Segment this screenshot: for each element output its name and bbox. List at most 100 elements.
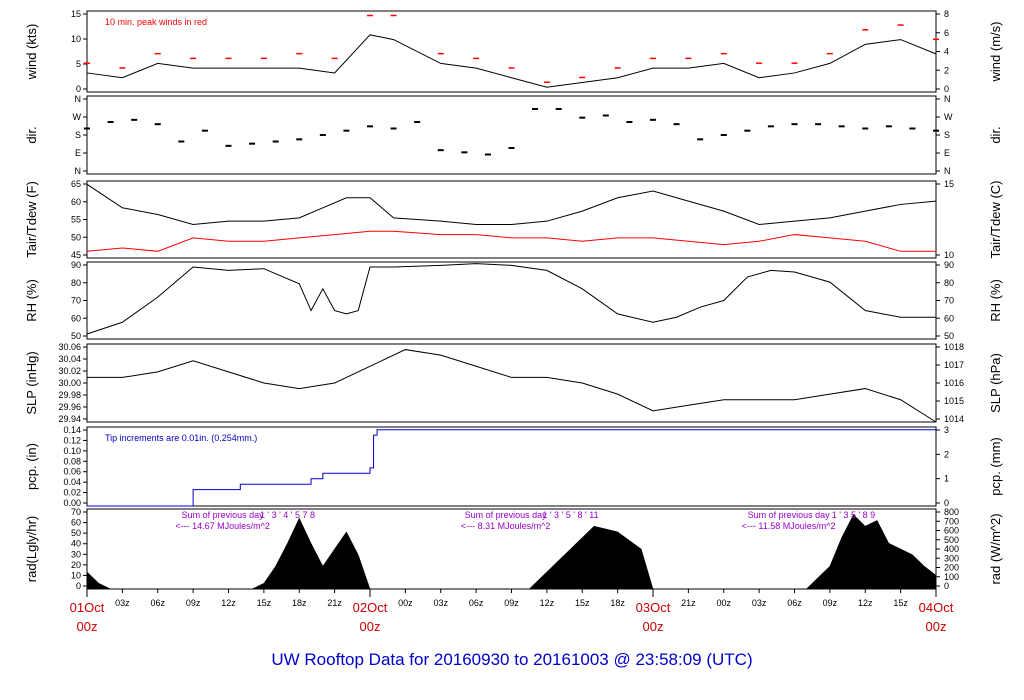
peak-wind-mark: [897, 24, 904, 26]
x-tick-label: 00z: [398, 598, 413, 608]
y-tick-label-right: 90: [944, 260, 954, 270]
direction-mark: [414, 121, 421, 123]
direction-mark: [390, 127, 397, 130]
direction-mark: [84, 127, 90, 130]
y-tick-label: 65: [71, 179, 81, 189]
direction-mark: [201, 129, 208, 132]
y-tick-label: 80: [71, 278, 81, 288]
x-tick-label: 15z: [575, 598, 590, 608]
radiation-sum-label: Sum of previous day: [748, 510, 831, 520]
y-tick-label-right: 0: [944, 84, 949, 94]
y-tick-label-right: N: [944, 94, 951, 104]
panel-frame: [86, 343, 937, 423]
y-tick-label: 50: [71, 528, 81, 538]
x-major-hour: 00z: [360, 619, 381, 634]
y-tick-label: 0.14: [63, 425, 81, 435]
panel-slp: SLP (inHg) SLP (hPa) 29.94 29.96 29.98 30.00 3…: [24, 342, 1003, 424]
direction-mark: [673, 123, 680, 126]
x-tick-label: 18z: [292, 598, 307, 608]
direction-mark: [272, 140, 279, 143]
direction-mark: [154, 123, 161, 126]
y-tick-label: 50: [71, 232, 81, 242]
y-tick-label-right: 80: [944, 278, 954, 288]
peak-wind-mark: [154, 52, 161, 55]
y-tick-label-right: N: [944, 166, 951, 176]
direction-mark: [178, 140, 185, 143]
panel-frame: [86, 95, 937, 175]
y-axis-label: pcp. (in): [24, 443, 39, 490]
direction-mark: [319, 134, 326, 136]
panel-temp: Tair/Tdew (F) Tair/Tdew (C) 45 50 55 60 65 10 15: [24, 179, 1003, 260]
y-tick-label: 0: [76, 84, 81, 94]
direction-mark: [838, 125, 845, 128]
y-tick-label: 0.08: [63, 456, 81, 466]
y-tick-label: 30: [71, 549, 81, 559]
direction-mark: [367, 125, 373, 128]
direction-mark: [249, 142, 256, 145]
peak-wind-mark: [614, 67, 621, 69]
direction-mark: [508, 147, 515, 149]
y-tick-label-right: E: [944, 148, 950, 158]
x-tick-label: 09z: [186, 598, 201, 608]
peak-wind-mark: [119, 67, 126, 69]
x-major-date: 02Oct: [353, 600, 388, 615]
y-tick-label-right: 500: [944, 535, 959, 545]
y-tick-label-right: 300: [944, 553, 959, 563]
peak-wind-mark: [473, 57, 480, 60]
peak-wind-mark: [650, 57, 656, 60]
y-tick-label: N: [75, 166, 82, 176]
y-tick-label-right: 3: [944, 425, 949, 435]
y-tick-label: 20: [71, 560, 81, 570]
peak-wind-mark: [862, 29, 869, 31]
x-tick-label: 06z: [469, 598, 484, 608]
direction-mark: [862, 127, 869, 130]
y-tick-label-right: 10: [944, 250, 954, 260]
y-axis-label-right: rad (W/m^2): [988, 513, 1003, 584]
y-tick-label-right: 6: [944, 28, 949, 38]
peak-wind-mark: [826, 52, 833, 55]
x-tick-label: 03z: [115, 598, 130, 608]
peak-wind-mark: [933, 38, 939, 41]
peak-wind-mark: [84, 62, 90, 64]
radiation-sum-label: Sum of previous day: [465, 510, 548, 520]
panel-rh: RH (%) RH (%) 50 60 70 80 90 50 60 70 80 90: [24, 260, 1003, 341]
y-tick-label-right: 1018: [944, 342, 964, 352]
peak-wind-mark: [791, 62, 798, 64]
y-tick-label: 40: [71, 539, 81, 549]
y-tick-label: S: [75, 130, 81, 140]
y-tick-label: 30.06: [58, 342, 81, 352]
peak-wind-mark: [390, 14, 397, 17]
y-axis-label: wind (kts): [24, 24, 39, 81]
y-tick-label-right: 1014: [944, 414, 964, 424]
y-tick-label: 0.10: [63, 446, 81, 456]
hour-marker-labels: 1 ' 3 ' 5 ' 8 ' 11: [542, 510, 598, 520]
x-tick-label: 12z: [540, 598, 555, 608]
panel-wind: wind (kts) wind (m/s) 0 5 10 15 0 2 4 6 8 10 min. p…: [24, 9, 1003, 94]
radiation-series: [86, 514, 937, 590]
time-axis: 03z 06z 09z 12z 15z 18z 21z 00z 03z 06z 09z 12z 15z 1…: [70, 589, 954, 634]
x-tick-label: 12z: [858, 598, 873, 608]
y-tick-label-right: W: [944, 112, 953, 122]
y-tick-label: 60: [71, 313, 81, 323]
direction-mark: [744, 129, 751, 132]
direction-mark: [437, 149, 444, 152]
y-tick-label-right: 2: [944, 449, 949, 459]
tair-series: [86, 183, 937, 226]
wind-series: [86, 34, 937, 88]
direction-mark: [720, 134, 727, 136]
direction-mark: [815, 123, 822, 126]
panel-frame: [86, 426, 937, 507]
x-tick-label: 18z: [610, 598, 625, 608]
panel-frame: [86, 261, 937, 340]
x-tick-label: 21z: [681, 598, 696, 608]
y-axis-label: SLP (inHg): [24, 351, 39, 414]
y-tick-label-right: 400: [944, 544, 959, 554]
y-tick-label: 29.94: [58, 414, 81, 424]
y-axis-label-right: RH (%): [988, 279, 1003, 322]
peak-wind-mark: [296, 52, 303, 55]
radiation-sum-value: <--- 11.58 MJoules/m^2: [742, 521, 836, 531]
direction-mark: [650, 118, 656, 121]
y-tick-label: 0.04: [63, 477, 81, 487]
